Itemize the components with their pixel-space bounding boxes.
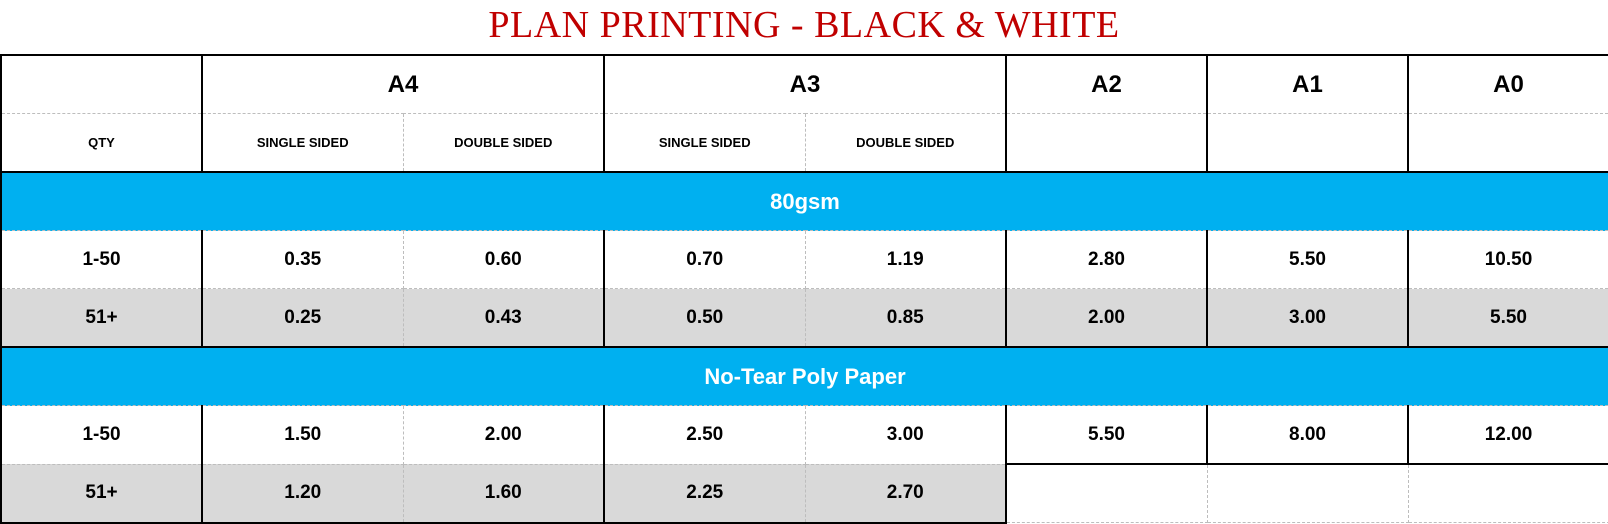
qty-cell: 1-50 (0, 405, 203, 465)
price-cell: 2.00 (402, 405, 605, 465)
price-cell: 2.25 (603, 463, 806, 524)
price-cell: 0.43 (402, 288, 605, 348)
table-row: 1-50 1.50 2.00 2.50 3.00 5.50 8.00 12.00 (0, 405, 1608, 465)
header-a4-double: DOUBLE SIDED (402, 113, 605, 173)
price-cell: 0.60 (402, 230, 605, 289)
header-a4-single: SINGLE SIDED (201, 113, 404, 173)
header-a3: A3 (603, 54, 1007, 114)
qty-cell: 51+ (0, 288, 203, 348)
price-cell: 3.00 (1206, 288, 1409, 348)
header-a2-empty (1005, 113, 1208, 173)
price-cell: 2.00 (1005, 288, 1208, 348)
empty-cell (1005, 463, 1208, 523)
price-cell: 8.00 (1206, 405, 1409, 465)
section-title: 80gsm (0, 171, 1608, 231)
table-row: 51+ 1.20 1.60 2.25 2.70 (0, 463, 1608, 524)
table-row: 1-50 0.35 0.60 0.70 1.19 2.80 5.50 10.50 (0, 230, 1608, 289)
header-qty: QTY (0, 113, 203, 173)
qty-cell: 1-50 (0, 230, 203, 289)
price-cell: 2.50 (603, 405, 806, 465)
header-row-sizes: A4 A3 A2 A1 A0 (0, 54, 1608, 114)
header-a3-single: SINGLE SIDED (603, 113, 806, 173)
price-cell: 12.00 (1407, 405, 1608, 465)
price-cell: 5.50 (1005, 405, 1208, 465)
price-cell: 3.00 (804, 405, 1007, 465)
section-band-80gsm: 80gsm (0, 171, 1608, 231)
section-band-poly: No-Tear Poly Paper (0, 346, 1608, 406)
price-cell: 2.80 (1005, 230, 1208, 289)
price-cell: 0.70 (603, 230, 806, 289)
page-title: PLAN PRINTING - BLACK & WHITE (488, 4, 1120, 46)
price-cell: 10.50 (1407, 230, 1608, 289)
header-a4: A4 (201, 54, 605, 114)
price-cell: 0.35 (201, 230, 404, 289)
price-cell: 5.50 (1206, 230, 1409, 289)
header-a0: A0 (1407, 54, 1608, 114)
header-a1-empty (1206, 113, 1409, 173)
price-table: A4 A3 A2 A1 A0 QTY SINGLE SIDED DOUBLE S… (0, 54, 1608, 524)
header-a1: A1 (1206, 54, 1409, 114)
price-cell: 1.19 (804, 230, 1007, 289)
header-a3-double: DOUBLE SIDED (804, 113, 1007, 173)
header-a2: A2 (1005, 54, 1208, 114)
empty-cell (1407, 463, 1608, 523)
price-cell: 0.50 (603, 288, 806, 348)
section-title: No-Tear Poly Paper (0, 346, 1608, 406)
qty-cell: 51+ (0, 463, 203, 524)
header-row-sides: QTY SINGLE SIDED DOUBLE SIDED SINGLE SID… (0, 113, 1608, 173)
empty-cell (1206, 463, 1409, 523)
price-cell: 1.50 (201, 405, 404, 465)
header-empty-cell (0, 54, 203, 114)
price-cell: 0.25 (201, 288, 404, 348)
header-a0-empty (1407, 113, 1608, 173)
table-row: 51+ 0.25 0.43 0.50 0.85 2.00 3.00 5.50 (0, 288, 1608, 348)
price-cell: 5.50 (1407, 288, 1608, 348)
price-cell: 1.20 (201, 463, 404, 524)
price-cell: 1.60 (402, 463, 605, 524)
price-cell: 2.70 (804, 463, 1007, 524)
price-cell: 0.85 (804, 288, 1007, 348)
